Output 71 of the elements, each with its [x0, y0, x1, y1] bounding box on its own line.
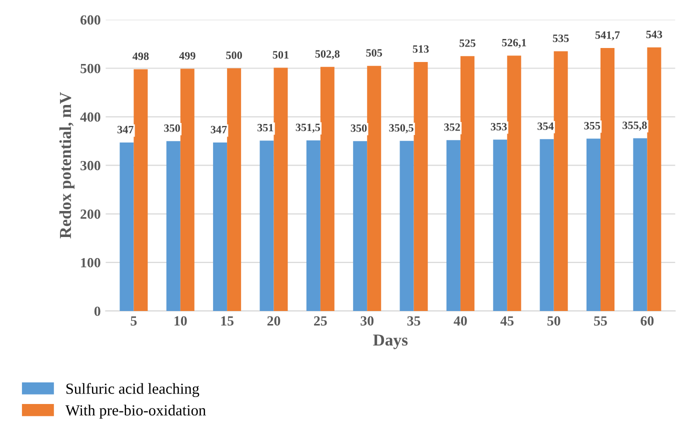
x-tick-label: 10 [174, 316, 187, 326]
bar [306, 140, 320, 311]
x-axis-title: Days [373, 334, 408, 350]
y-tick-label: 0 [94, 306, 100, 316]
x-tick-label: 25 [314, 316, 327, 326]
y-tick-label: 200 [80, 209, 100, 219]
data-label: 501 [272, 51, 289, 59]
bar [633, 138, 648, 311]
bar [400, 140, 414, 311]
data-label: 500 [226, 52, 242, 60]
bar [274, 68, 288, 311]
bar [320, 66, 334, 311]
data-label: 355,8 [622, 122, 647, 131]
legend-label: With pre-bio-oxidation [65, 404, 206, 419]
x-tick-label: 50 [547, 316, 560, 326]
x-tick-label: 35 [407, 316, 420, 326]
y-tick-label: 500 [80, 64, 100, 74]
bar [213, 142, 228, 311]
data-label: 350 [350, 124, 367, 132]
bar [460, 56, 474, 311]
bar [600, 48, 614, 311]
x-tick-label: 20 [267, 316, 280, 326]
data-label: 541,7 [595, 31, 620, 40]
legend-label: Sulfuric acid leaching [66, 382, 200, 398]
bar [414, 62, 428, 311]
data-label: 351 [258, 124, 274, 132]
data-label: 355 [584, 122, 600, 130]
x-tick-label: 15 [221, 316, 234, 326]
data-label: 513 [412, 45, 429, 53]
bar [166, 141, 180, 311]
bar [180, 68, 194, 311]
data-label: 354 [538, 122, 554, 130]
data-label: 350 [164, 124, 180, 132]
x-tick-label: 30 [360, 316, 374, 326]
y-tick-label: 300 [80, 160, 100, 170]
bar [120, 142, 134, 311]
data-label: 499 [179, 52, 196, 60]
data-label: 350,5 [389, 124, 414, 134]
data-label: 535 [552, 34, 569, 42]
bar [367, 66, 382, 311]
data-label: 526,1 [502, 38, 526, 48]
data-label: 502,8 [315, 50, 340, 60]
x-tick-label: 5 [130, 316, 137, 326]
x-tick-label: 40 [454, 316, 467, 326]
bar [507, 56, 522, 311]
bar [134, 69, 148, 311]
y-axis-title: Redox potential, mV [59, 92, 74, 238]
bar [353, 141, 368, 311]
bar [260, 140, 274, 311]
data-label: 347 [210, 126, 227, 134]
x-tick-label: 45 [500, 316, 514, 326]
bar [554, 51, 568, 311]
bar [446, 140, 460, 311]
bar [647, 47, 662, 311]
data-label: 351,5 [296, 124, 320, 133]
data-label: 525 [460, 39, 476, 47]
y-tick-label: 400 [80, 112, 100, 122]
bar [227, 68, 242, 311]
data-label: 347 [117, 126, 134, 134]
x-tick-label: 60 [640, 316, 654, 326]
data-label: 352 [444, 123, 460, 131]
data-label: 498 [132, 52, 149, 60]
bar [493, 140, 508, 311]
bar [540, 139, 554, 311]
data-label: 353 [490, 122, 507, 130]
bar [586, 138, 600, 311]
y-tick-label: 100 [81, 258, 100, 268]
x-tick-label: 55 [594, 316, 607, 326]
data-label: 543 [646, 30, 662, 38]
y-tick-label: 600 [80, 15, 100, 25]
data-label: 505 [366, 49, 382, 57]
